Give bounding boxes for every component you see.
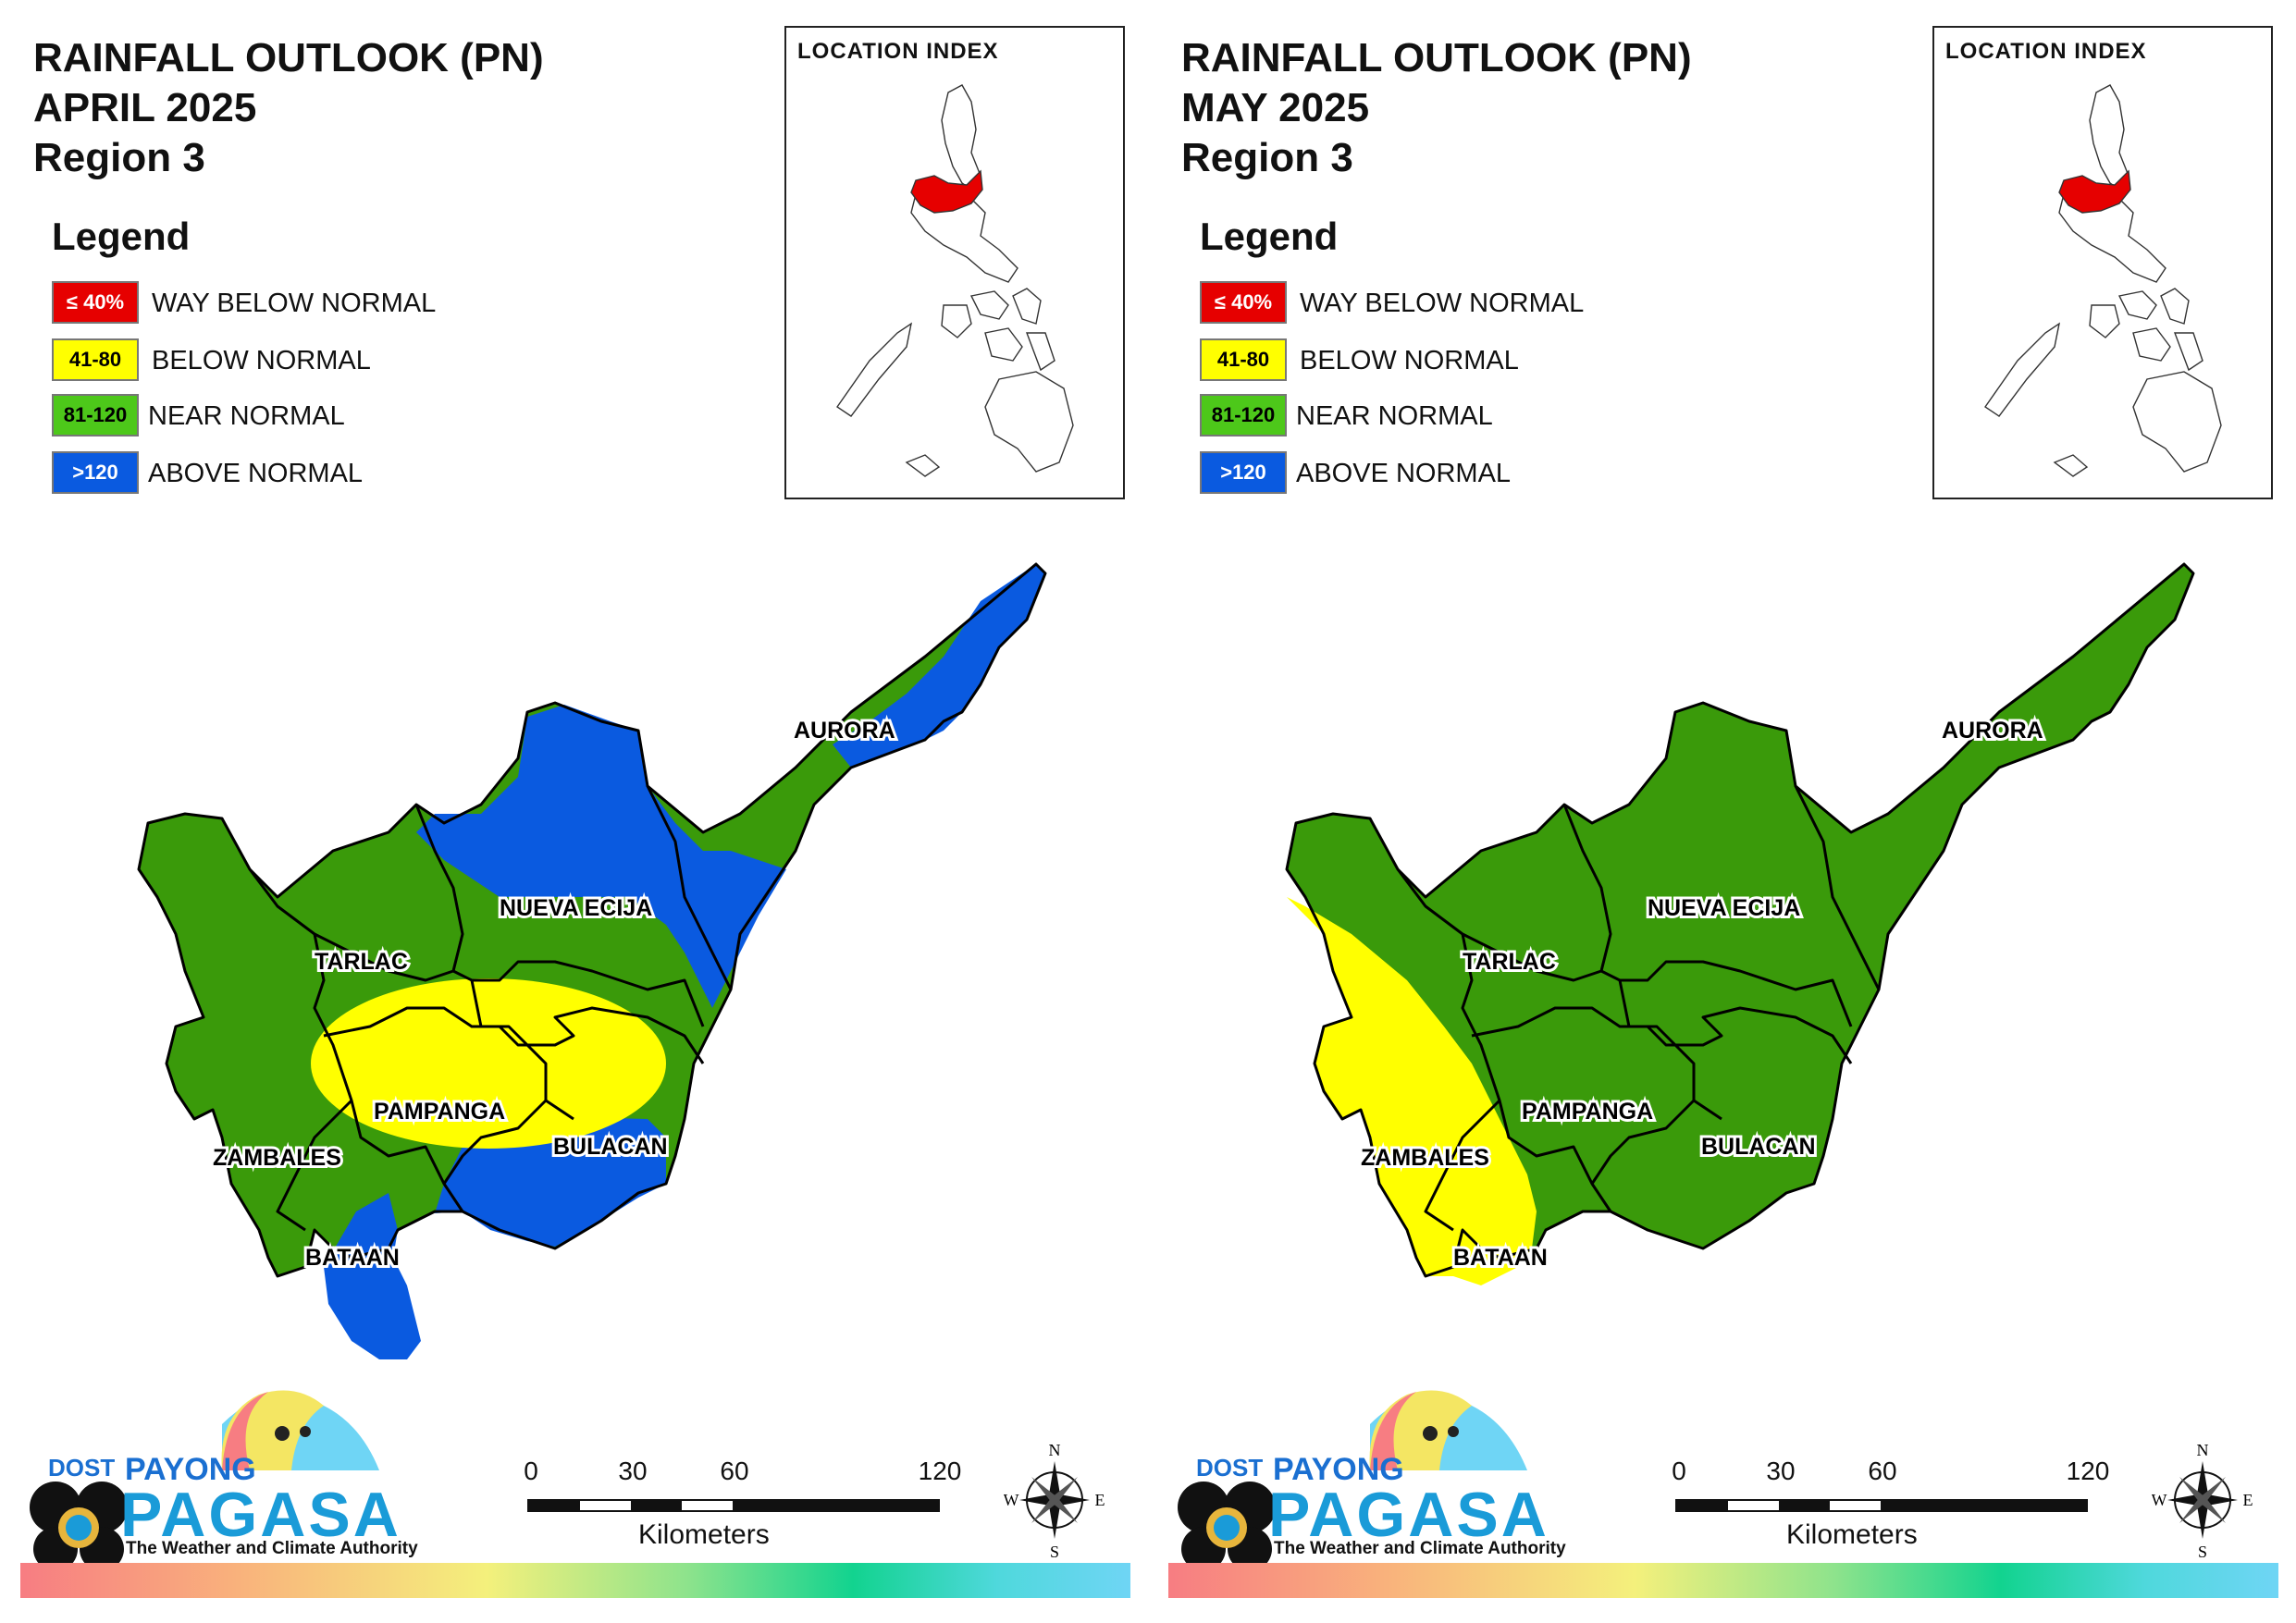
zone-below-normal <box>311 978 666 1149</box>
label-bulacan: BULACAN <box>1701 1134 1816 1160</box>
zone-above-normal-aurora <box>833 564 1045 768</box>
zone-below-normal <box>1287 897 1537 1285</box>
scale-tick: 60 <box>1868 1457 1897 1485</box>
title-month: APRIL 2025 <box>33 85 257 130</box>
label-nueva-ecija: NUEVA ECIJA <box>500 895 652 921</box>
compass-e: E <box>2243 1491 2253 1509</box>
scale-bar: 0 30 60 120 Kilometers <box>1672 1457 2109 1558</box>
pagasa-logo: DOST PAYONG PAGASA The Weather and Clima… <box>28 1387 418 1572</box>
scale-tick: 30 <box>1766 1457 1796 1485</box>
compass-n: N <box>1049 1441 1061 1459</box>
region-3-highlight <box>910 169 983 214</box>
legend-swatch: >120 <box>1200 451 1287 494</box>
scale-tick: 0 <box>524 1457 538 1485</box>
compass-w: W <box>2152 1491 2167 1509</box>
legend-swatch: 81-120 <box>1200 394 1287 436</box>
location-index-title: LOCATION INDEX <box>797 39 999 64</box>
label-bulacan: BULACAN <box>553 1134 668 1160</box>
label-aurora: AURORA <box>794 718 895 744</box>
panel-april: RAINFALL OUTLOOK (PN) APRIL 2025 Region … <box>20 26 1130 1598</box>
legend-label: BELOW NORMAL <box>152 346 371 375</box>
legend-label: ABOVE NORMAL <box>1296 459 1512 488</box>
label-pampanga: PAMPANGA <box>374 1099 505 1125</box>
color-gradient-strip <box>1168 1563 2278 1598</box>
map-title: RAINFALL OUTLOOK (PN) MAY 2025 Region 3 <box>1181 33 1692 183</box>
dost-emblem-icon <box>30 1482 128 1571</box>
title-month: MAY 2025 <box>1181 85 1370 130</box>
legend-label: NEAR NORMAL <box>1296 401 1493 431</box>
logo-dost: DOST <box>48 1454 116 1482</box>
location-index-title: LOCATION INDEX <box>1945 39 2147 64</box>
logo-tagline: The Weather and Climate Authority <box>1274 1539 1566 1558</box>
legend-swatch: >120 <box>52 451 139 494</box>
philippines-index-map <box>836 84 1074 477</box>
legend-label: WAY BELOW NORMAL <box>152 289 437 318</box>
label-tarlac: TARLAC <box>1463 949 1556 975</box>
label-bataan: BATAAN <box>1453 1245 1548 1271</box>
map-title: RAINFALL OUTLOOK (PN) APRIL 2025 Region … <box>33 33 544 183</box>
label-bataan: BATAAN <box>305 1245 400 1271</box>
legend-label: NEAR NORMAL <box>148 401 345 431</box>
title-line-1: RAINFALL OUTLOOK (PN) <box>33 35 544 80</box>
legend-swatch: 41-80 <box>1200 338 1287 381</box>
location-index: LOCATION INDEX <box>1932 26 2273 499</box>
label-pampanga: PAMPANGA <box>1522 1099 1653 1125</box>
province-boundaries <box>137 562 1047 1278</box>
panel-may: RAINFALL OUTLOOK (PN) MAY 2025 Region 3 … <box>1148 0 2296 1623</box>
label-tarlac: TARLAC <box>315 949 408 975</box>
scale-bar-segments <box>527 1499 940 1512</box>
scale-bar: 0 30 60 120 Kilometers <box>524 1457 961 1558</box>
label-aurora: AURORA <box>1942 718 2043 744</box>
logo-payong: PAYONG <box>125 1452 256 1487</box>
compass-rose-icon: N E S W <box>2152 1441 2253 1559</box>
legend-swatch: ≤ 40% <box>52 281 139 324</box>
scale-tick: 60 <box>720 1457 749 1485</box>
province-boundaries <box>1285 562 2195 1278</box>
label-zambales: ZAMBALES <box>213 1145 341 1171</box>
scale-tick: 0 <box>1672 1457 1686 1485</box>
color-gradient-strip <box>20 1563 1130 1598</box>
logo-pagasa: PAGASA <box>1268 1480 1549 1550</box>
scale-unit: Kilometers <box>1786 1519 1918 1550</box>
title-region: Region 3 <box>1181 135 1353 180</box>
legend-swatch: 41-80 <box>52 338 139 381</box>
logo-payong: PAYONG <box>1273 1452 1404 1487</box>
legend-title: Legend <box>52 215 191 258</box>
scale-tick: 30 <box>618 1457 648 1485</box>
base-near-normal <box>1287 564 2193 1276</box>
rainfall-map-april: AURORA NUEVA ECIJA TARLAC PAMPANGA ZAMBA… <box>137 562 1047 1359</box>
location-index: LOCATION INDEX <box>784 26 1125 499</box>
zone-above-normal-nueva-ecija <box>416 705 786 1008</box>
legend-swatch: 81-120 <box>52 394 139 436</box>
scale-tick: 120 <box>2066 1457 2110 1485</box>
pagasa-logo: DOST PAYONG PAGASA The Weather and Clima… <box>1176 1387 1566 1572</box>
compass-s: S <box>1050 1543 1059 1559</box>
scale-bar-segments <box>1675 1499 2088 1512</box>
compass-e: E <box>1095 1491 1105 1509</box>
label-zambales: ZAMBALES <box>1361 1145 1489 1171</box>
umbrella-icon <box>1178 1390 1527 1571</box>
region-3-highlight <box>2058 169 2131 214</box>
label-nueva-ecija: NUEVA ECIJA <box>1648 895 1800 921</box>
legend-swatch: ≤ 40% <box>1200 281 1287 324</box>
legend-label: WAY BELOW NORMAL <box>1300 289 1585 318</box>
compass-s: S <box>2198 1543 2207 1559</box>
dost-emblem-icon <box>1178 1482 1276 1571</box>
title-region: Region 3 <box>33 135 205 180</box>
compass-w: W <box>1004 1491 1019 1509</box>
scale-unit: Kilometers <box>638 1519 770 1550</box>
logo-pagasa: PAGASA <box>120 1480 401 1550</box>
legend-label: BELOW NORMAL <box>1300 346 1519 375</box>
scale-tick: 120 <box>918 1457 962 1485</box>
compass-n: N <box>2197 1441 2209 1459</box>
legend-title: Legend <box>1200 215 1339 258</box>
rainfall-map-may: AURORA NUEVA ECIJA TARLAC PAMPANGA ZAMBA… <box>1285 562 2195 1285</box>
compass-rose-icon: N E S W <box>1004 1441 1105 1559</box>
philippines-index-map <box>1984 84 2222 477</box>
logo-dost: DOST <box>1196 1454 1264 1482</box>
logo-tagline: The Weather and Climate Authority <box>126 1539 418 1558</box>
title-line-1: RAINFALL OUTLOOK (PN) <box>1181 35 1692 80</box>
umbrella-icon <box>30 1390 379 1571</box>
legend-label: ABOVE NORMAL <box>148 459 364 488</box>
